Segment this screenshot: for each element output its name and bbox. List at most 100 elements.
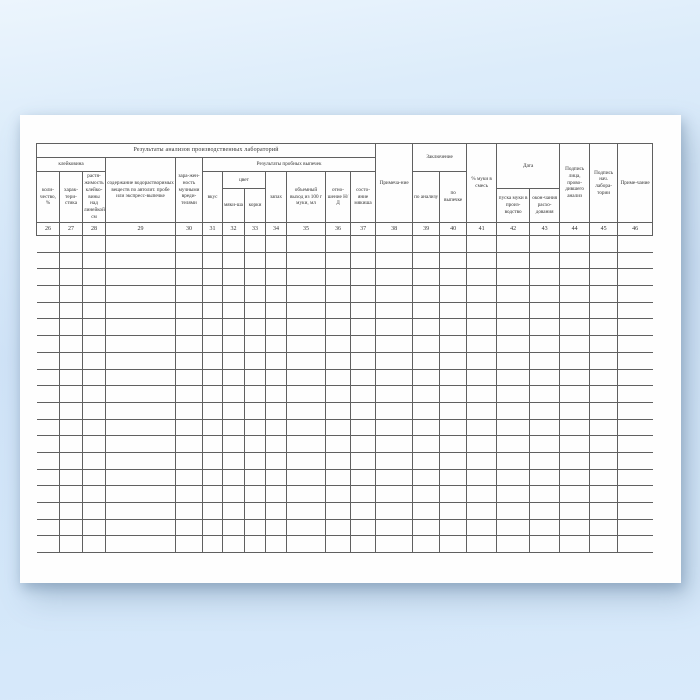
empty-data-cell [222, 468, 245, 487]
empty-data-cell [59, 435, 83, 453]
col-header-38-note: Примеча-ние [375, 143, 414, 223]
empty-data-cell [286, 268, 326, 287]
empty-data-cell [496, 535, 531, 554]
empty-data-cell [375, 268, 414, 287]
empty-data-cell [325, 335, 351, 353]
empty-data-cell [617, 285, 653, 303]
empty-data-cell [349, 502, 377, 520]
empty-data-cell [466, 518, 498, 537]
empty-data-cell [59, 268, 83, 287]
empty-data-cell [36, 251, 60, 270]
empty-data-cell [349, 418, 377, 437]
empty-data-cell [589, 518, 619, 537]
empty-data-cell [286, 285, 326, 303]
empty-data-cell [105, 235, 176, 253]
empty-data-cell [244, 485, 266, 503]
empty-data-cell [589, 401, 619, 420]
empty-data-cell [82, 368, 106, 387]
empty-data-cell [59, 235, 83, 253]
empty-data-cell [222, 235, 245, 253]
empty-data-cell [105, 502, 176, 520]
data-row [36, 485, 653, 503]
empty-data-cell [496, 385, 531, 403]
empty-data-cell [325, 468, 351, 487]
empty-data-cell [617, 485, 653, 503]
empty-data-cell [559, 351, 591, 370]
empty-data-cell [529, 285, 561, 303]
empty-data-cell [466, 268, 498, 287]
empty-data-cell [286, 418, 326, 437]
column-number-cell: 30 [175, 222, 203, 236]
empty-data-cell [439, 318, 468, 337]
empty-data-cell [222, 535, 245, 554]
empty-data-cell [466, 335, 498, 353]
empty-data-cell [105, 418, 176, 437]
empty-data-cell [559, 468, 591, 487]
empty-data-cell [439, 502, 468, 520]
empty-data-cell [286, 335, 326, 353]
empty-data-cell [59, 385, 83, 403]
empty-data-cell [175, 268, 203, 287]
empty-data-cell [105, 385, 176, 403]
empty-data-cell [496, 301, 531, 320]
empty-data-cell [265, 401, 287, 420]
empty-data-cell [286, 468, 326, 487]
empty-data-cell [412, 285, 441, 303]
col-header-33-crust: корки [244, 188, 266, 223]
column-number-cell: 39 [412, 222, 441, 236]
empty-data-cell [589, 485, 619, 503]
empty-data-cell [175, 301, 203, 320]
empty-data-cell [529, 518, 561, 537]
empty-data-cell [529, 268, 561, 287]
empty-data-cell [559, 368, 591, 387]
empty-data-cell [589, 318, 619, 337]
empty-data-cell [105, 451, 176, 470]
empty-data-cell [265, 485, 287, 503]
col-header-42-release-date: пуска муки в произ-водство [496, 188, 531, 223]
empty-data-cell [496, 485, 531, 503]
empty-data-cell [175, 468, 203, 487]
empty-data-cell [496, 285, 531, 303]
column-number-cell: 38 [375, 222, 414, 236]
empty-data-cell [175, 401, 203, 420]
empty-data-cell [439, 385, 468, 403]
empty-data-cell [202, 351, 223, 370]
empty-data-cell [202, 518, 223, 537]
empty-data-cell [202, 535, 223, 554]
empty-data-cell [244, 235, 266, 253]
group-header-date: Дата [496, 143, 561, 189]
empty-data-cell [244, 401, 266, 420]
col-header-35-volume-yield: объемный выход из 100 г муки, мл [286, 171, 326, 223]
empty-data-cell [439, 401, 468, 420]
empty-data-cell [617, 518, 653, 537]
empty-data-cell [265, 502, 287, 520]
empty-data-cell [439, 451, 468, 470]
data-row [36, 518, 653, 537]
empty-data-cell [349, 535, 377, 554]
empty-data-cell [325, 251, 351, 270]
empty-data-cell [496, 518, 531, 537]
col-header-31-taste: вкус [202, 171, 223, 223]
col-header-29-water-soluble: содержание водорастворимых веществ по ав… [105, 157, 176, 223]
empty-data-cell [589, 368, 619, 387]
empty-data-cell [412, 351, 441, 370]
journal-table: Результаты анализов производственных лаб… [35, 143, 654, 554]
empty-data-cell [265, 268, 287, 287]
empty-data-cell [412, 485, 441, 503]
empty-data-cell [617, 385, 653, 403]
col-header-41-flour-percent: % муки в смесь [466, 143, 498, 223]
empty-data-cell [496, 335, 531, 353]
empty-data-cell [617, 468, 653, 487]
empty-data-cell [496, 235, 531, 253]
empty-data-cell [375, 368, 414, 387]
empty-data-cell [617, 351, 653, 370]
empty-data-cell [36, 502, 60, 520]
empty-data-cell [82, 451, 106, 470]
empty-data-cell [496, 468, 531, 487]
empty-data-cell [286, 451, 326, 470]
empty-data-cell [202, 285, 223, 303]
empty-data-cell [82, 301, 106, 320]
empty-data-cell [222, 385, 245, 403]
empty-data-cell [265, 451, 287, 470]
empty-data-cell [265, 251, 287, 270]
